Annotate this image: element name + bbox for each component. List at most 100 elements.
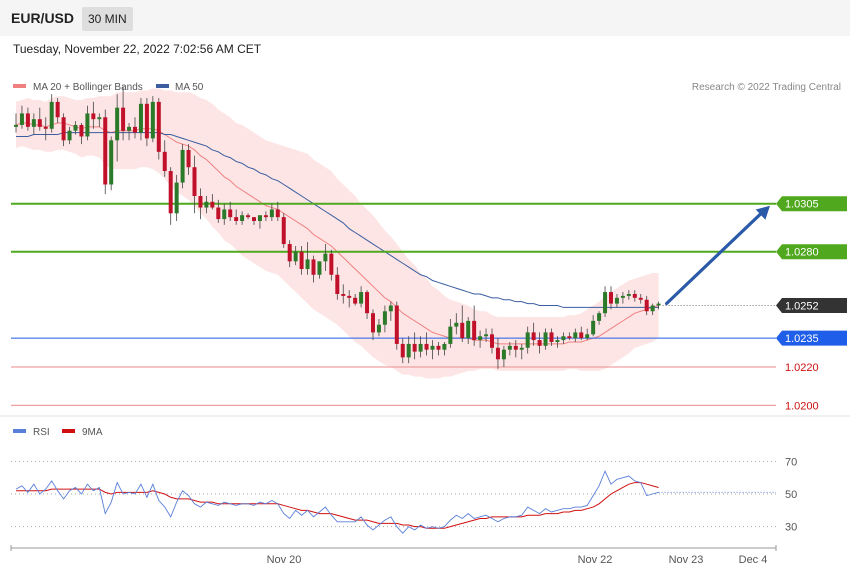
candle-body <box>25 113 30 127</box>
candle-body <box>597 313 602 321</box>
arrow-shaft <box>664 209 766 306</box>
candle-body <box>222 209 227 220</box>
candle-body <box>252 217 256 221</box>
candle-body <box>388 305 393 312</box>
candle-body <box>133 126 137 133</box>
candle-body <box>400 343 405 358</box>
candle-body <box>478 336 483 341</box>
candle-body <box>632 293 637 298</box>
level-tag-bg-1.0305 <box>776 196 847 212</box>
candle-body <box>448 326 453 344</box>
rsi-legend-swatch <box>13 429 26 433</box>
candle-body <box>216 207 221 220</box>
candle-body <box>115 107 120 141</box>
candle-body <box>382 311 387 325</box>
rsi-panel: 70 50 30 <box>11 456 797 534</box>
candle-body <box>73 124 78 131</box>
candle-body <box>472 320 477 341</box>
candle-body <box>495 347 500 360</box>
candle-body <box>14 124 18 127</box>
candle-body <box>329 253 334 275</box>
candle-body <box>412 343 417 352</box>
candle-body <box>192 167 197 197</box>
candle-body <box>234 217 239 221</box>
level-tag-bg-1.0235 <box>776 330 847 346</box>
candle-body <box>37 119 42 127</box>
timestamp: Tuesday, November 22, 2022 7:02:56 AM CE… <box>13 42 262 56</box>
header-bar: EUR/USD 30 MIN <box>0 0 850 36</box>
candle-body <box>335 274 340 294</box>
candle-body <box>454 322 459 327</box>
candle-body <box>531 332 536 341</box>
projection-arrow <box>664 205 770 306</box>
candle-body <box>585 334 590 339</box>
candle-body <box>49 101 54 129</box>
candle-body <box>484 334 489 337</box>
candle-body <box>609 292 613 304</box>
candle-body <box>650 305 655 312</box>
arrow-head <box>755 205 770 220</box>
rsi-ma-legend-swatch <box>62 429 75 433</box>
rsi-tick-50: 50 <box>785 489 797 501</box>
candle-body <box>507 345 512 350</box>
ma50-legend-swatch <box>156 84 169 88</box>
candle-body <box>424 343 429 350</box>
candle-body <box>19 113 24 125</box>
level-tag-1.0252: 1.0252 <box>785 301 819 313</box>
rsi-ma-legend-label: 9MA <box>82 427 103 438</box>
candle-body <box>567 336 572 339</box>
candle-body <box>168 171 173 214</box>
candle-body <box>347 295 352 298</box>
level-tag-bg-1.0252 <box>776 298 847 314</box>
level-tag-bg-1.0280 <box>776 244 847 260</box>
candle-body <box>406 343 411 358</box>
level-tag-1.0235: 1.0235 <box>785 333 819 345</box>
candle-body <box>371 313 375 333</box>
candle-body <box>376 324 381 333</box>
candle-body <box>79 124 84 137</box>
candle-body <box>67 130 72 141</box>
candle-body <box>156 101 161 152</box>
candle-body <box>85 113 90 137</box>
candle-body <box>174 182 179 214</box>
rsi-line <box>15 469 659 534</box>
candle-body <box>442 343 447 350</box>
candle-body <box>43 126 48 129</box>
candle-body <box>103 117 108 185</box>
x-tick-label: Nov 22 <box>578 554 613 566</box>
candle-body <box>555 340 560 343</box>
candle-body <box>501 349 506 360</box>
candle-body <box>246 215 251 218</box>
candle-body <box>138 103 143 133</box>
level-tags: 1.0305 1.0280 1.0252 1.0235 1.0220 1.0200 <box>776 196 847 412</box>
candle-body <box>323 253 328 262</box>
candle-body <box>490 334 494 348</box>
candle-body <box>537 340 542 346</box>
price-levels <box>11 202 776 406</box>
candle-body <box>121 107 126 131</box>
candle-body <box>460 322 465 339</box>
candle-body <box>299 251 304 270</box>
candle-body <box>394 305 399 344</box>
legend: MA 20 + Bollinger Bands MA 50 Research ©… <box>13 82 841 93</box>
candle-body <box>579 332 584 339</box>
candle-body <box>311 259 316 275</box>
rsi-tick-70: 70 <box>785 456 797 468</box>
candle-body <box>365 292 370 314</box>
credit-text: Research © 2022 Trading Central <box>692 82 841 93</box>
candle-body <box>55 101 60 118</box>
candle-body <box>198 196 203 208</box>
candle-body <box>263 215 268 218</box>
candle-body <box>430 345 435 350</box>
instrument-title: EUR/USD <box>11 10 75 26</box>
candle-body <box>549 332 554 343</box>
candle-body <box>317 261 322 275</box>
candle-body <box>513 345 518 350</box>
candle-body <box>186 149 191 168</box>
bollinger-band <box>16 88 659 379</box>
candle-body <box>210 201 215 208</box>
timeframe-button[interactable]: 30 MIN <box>82 7 133 31</box>
candle-body <box>359 292 364 304</box>
candle-body <box>240 215 245 221</box>
